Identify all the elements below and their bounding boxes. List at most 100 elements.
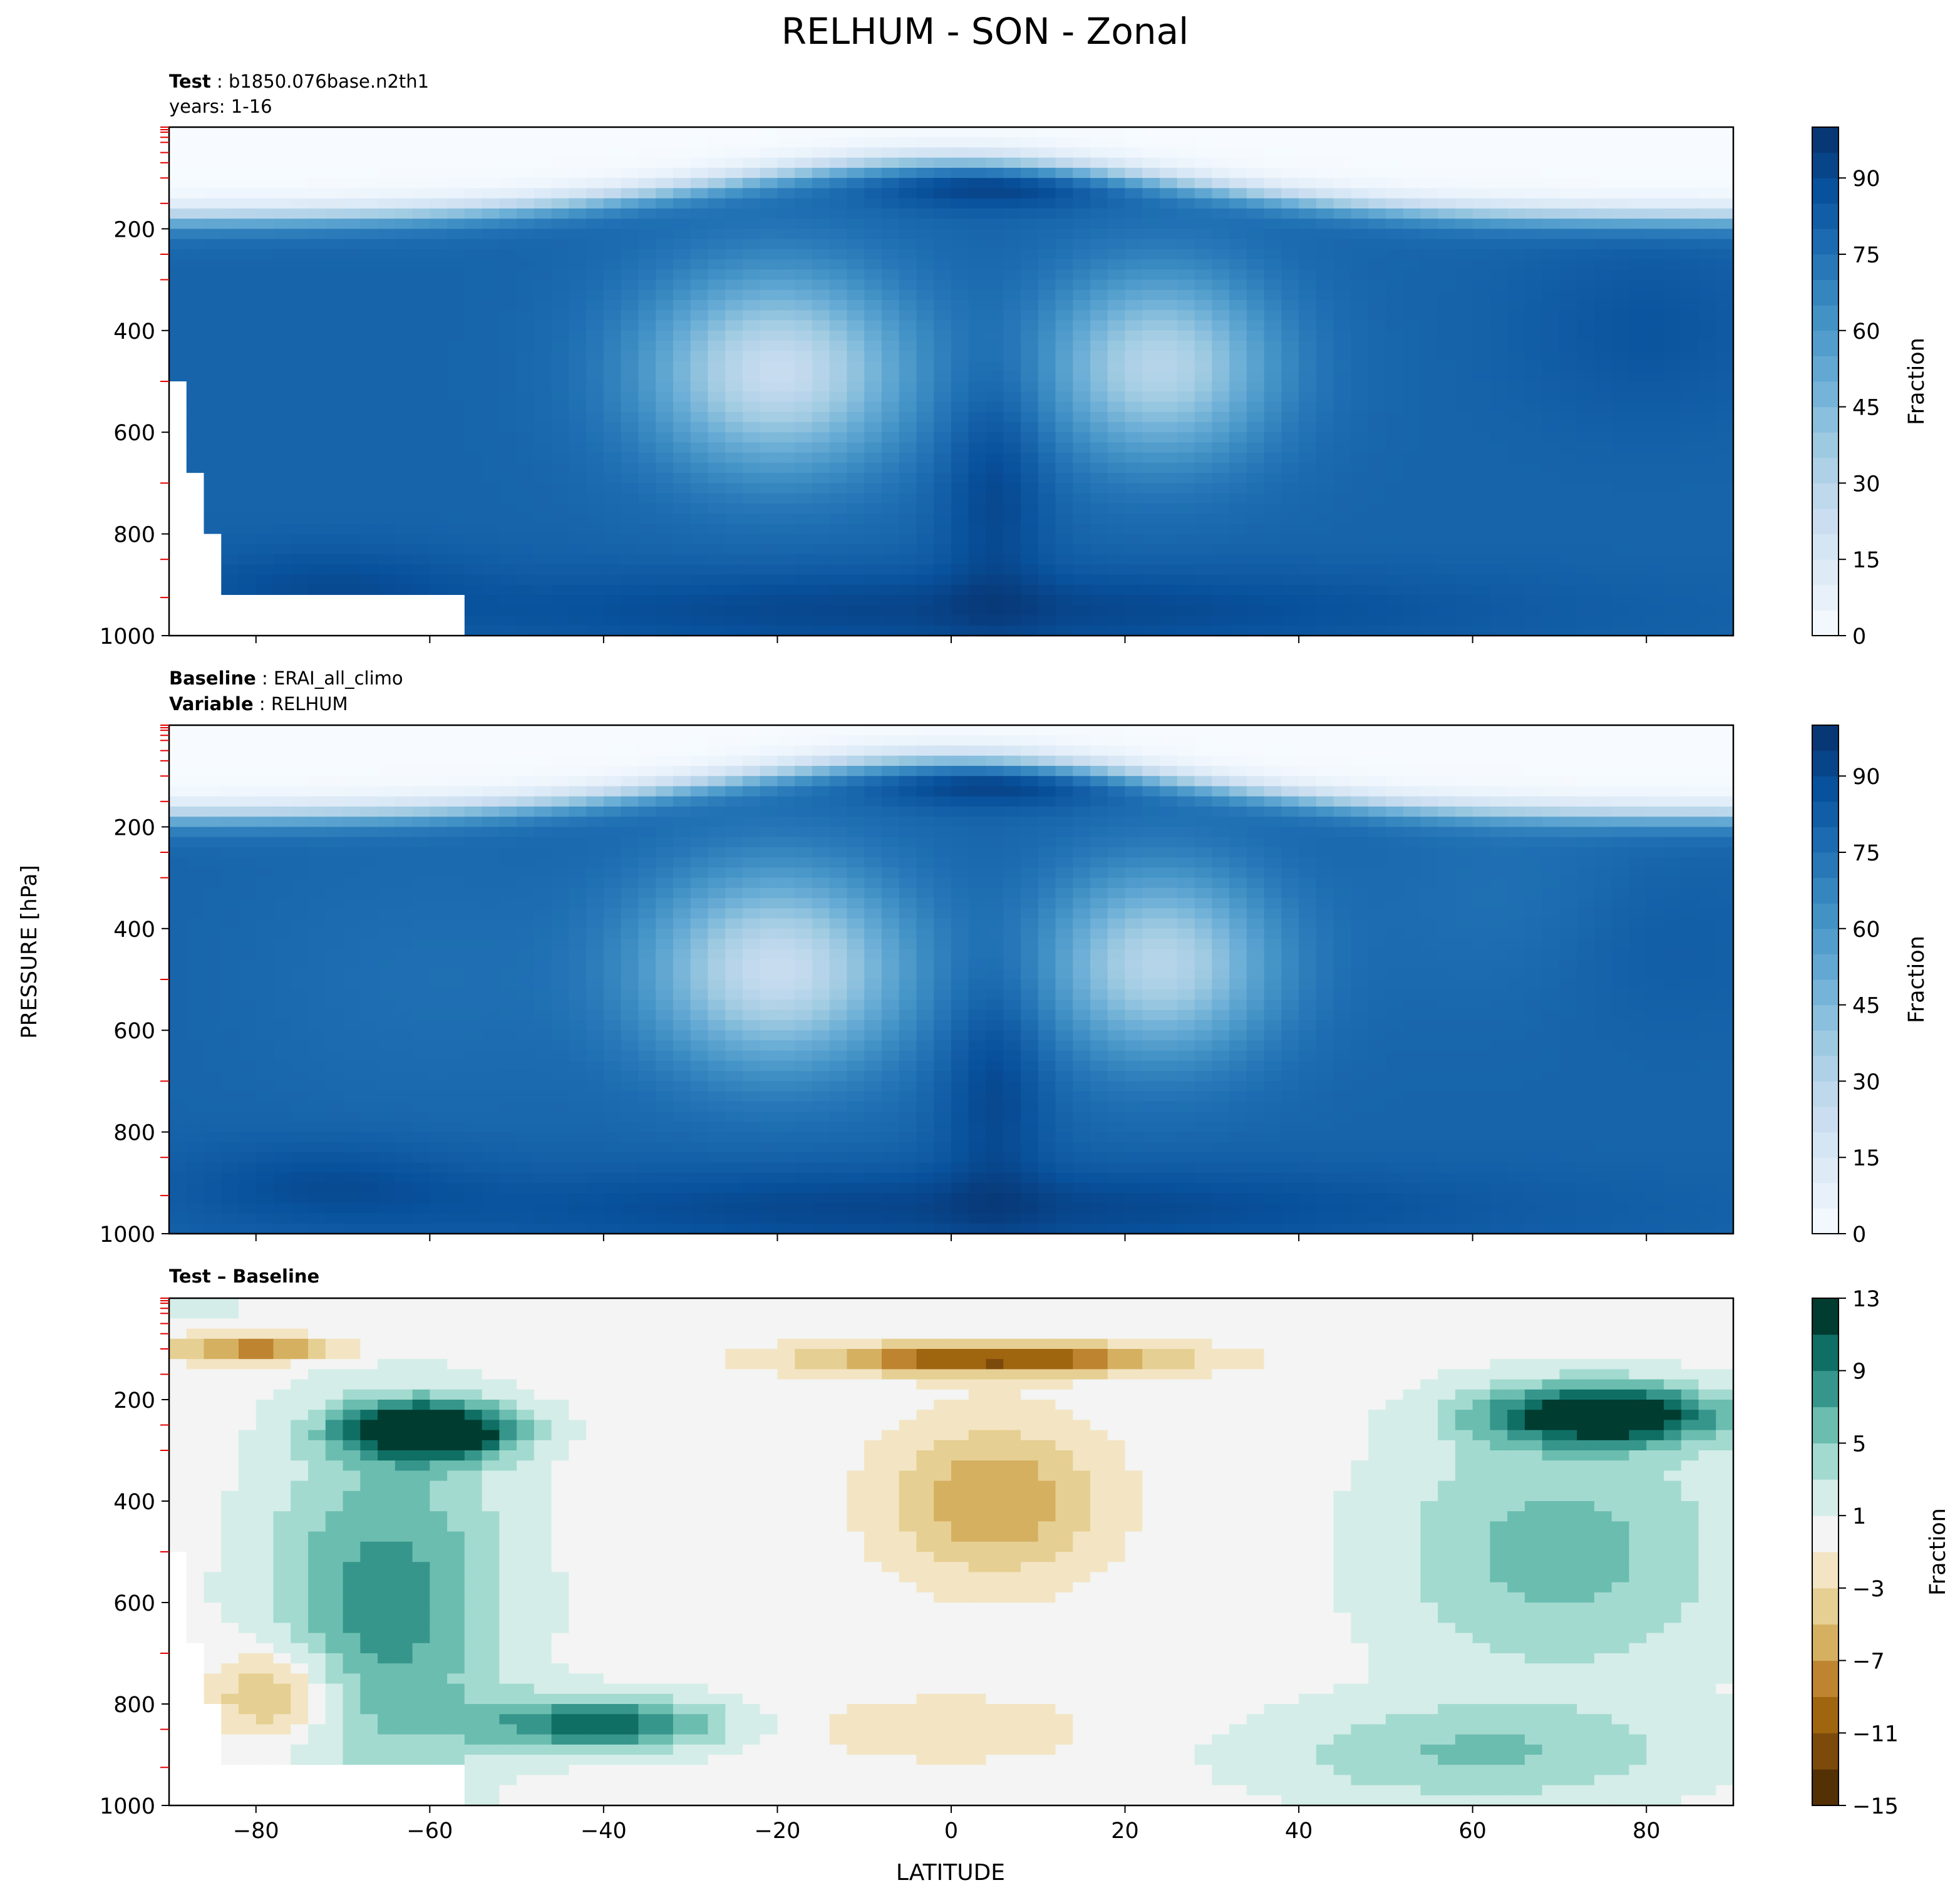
colorbar-segment xyxy=(1812,750,1839,777)
colorbar-tick-label: 0 xyxy=(1852,624,1866,649)
colorbar-tick-label: 5 xyxy=(1852,1432,1866,1457)
colorbar-frame xyxy=(1812,1298,1839,1806)
colorbar-segment xyxy=(1812,432,1839,458)
colorbar-segment xyxy=(1812,406,1839,433)
colorbar-segment xyxy=(1812,279,1839,306)
colorbar-segment xyxy=(1812,1407,1839,1443)
colorbar-segment xyxy=(1812,1552,1839,1589)
colorbar-difference: 13 9 5 1 −3 −7 −11 −15 Fraction xyxy=(1812,1287,1951,1819)
colorbar-label: Fraction xyxy=(1904,338,1929,425)
colorbar-segment xyxy=(1812,127,1839,153)
colorbar-segment xyxy=(1812,610,1839,636)
colorbar-tick-label: −11 xyxy=(1852,1722,1899,1747)
colorbar-segment xyxy=(1812,330,1839,356)
colorbar-segment xyxy=(1812,1769,1839,1806)
colorbar-segment xyxy=(1812,584,1839,611)
y-tick-label: 400 xyxy=(113,1490,155,1515)
x-axis-label: LATITUDE xyxy=(896,1860,1005,1886)
colorbar-segment xyxy=(1812,1030,1839,1056)
colorbar-segment xyxy=(1812,776,1839,802)
figure-title: RELHUM - SON - Zonal xyxy=(781,10,1189,53)
x-tick-label: 40 xyxy=(1285,1819,1313,1844)
colorbar-segment xyxy=(1812,229,1839,255)
colorbar-segment xyxy=(1812,1696,1839,1733)
panel-header-difference: Test – Baseline xyxy=(169,1266,319,1287)
colorbar-segment xyxy=(1812,928,1839,954)
colorbar-tick-label: 60 xyxy=(1852,917,1880,942)
colorbar-tick-label: 30 xyxy=(1852,472,1880,497)
colorbar-segment xyxy=(1812,203,1839,229)
contour-field-difference xyxy=(169,1298,1733,1805)
colorbar-frame xyxy=(1812,725,1839,1234)
colorbar-tick-label: −7 xyxy=(1852,1650,1885,1675)
colorbar-segment xyxy=(1812,1208,1839,1234)
colorbar-tick-label: −3 xyxy=(1852,1577,1885,1602)
colorbar-segment xyxy=(1812,903,1839,929)
colorbar-segment xyxy=(1812,254,1839,281)
colorbar-segment xyxy=(1812,725,1839,751)
colorbar-segment xyxy=(1812,457,1839,483)
y-tick-label: 200 xyxy=(113,1388,155,1413)
colorbar-segment xyxy=(1812,152,1839,178)
y-tick-label: 1000 xyxy=(100,1794,155,1819)
x-tick-label: 80 xyxy=(1632,1819,1661,1844)
y-tick-label: 800 xyxy=(113,523,155,548)
colorbar-tick-label: 15 xyxy=(1852,1146,1880,1171)
colorbar-tick-label: −15 xyxy=(1852,1794,1899,1819)
y-tick-label: 800 xyxy=(113,1121,155,1146)
y-tick-label: 1000 xyxy=(100,624,155,649)
colorbar-tick-label: 13 xyxy=(1852,1287,1880,1312)
x-tick-label: 20 xyxy=(1111,1819,1139,1844)
y-tick-label: 600 xyxy=(113,1019,155,1044)
colorbar-segment xyxy=(1812,1443,1839,1480)
colorbar-segment xyxy=(1812,483,1839,509)
colorbar-segment xyxy=(1812,1370,1839,1408)
panel-header-baseline: Variable : RELHUM xyxy=(169,693,348,715)
y-tick-label: 600 xyxy=(113,1591,155,1616)
colorbar-segment xyxy=(1812,801,1839,827)
colorbar-segment xyxy=(1812,1182,1839,1209)
y-tick-label: 1000 xyxy=(100,1222,155,1247)
colorbar-tick-label: 45 xyxy=(1852,396,1880,421)
colorbar-segment xyxy=(1812,852,1839,879)
colorbar-tick-label: 1 xyxy=(1852,1504,1866,1529)
panel-header-test: years: 1-16 xyxy=(169,96,272,117)
y-tick-label: 600 xyxy=(113,421,155,446)
colorbar-segment xyxy=(1812,827,1839,853)
y-tick-label: 800 xyxy=(113,1693,155,1718)
colorbar-tick-label: 90 xyxy=(1852,167,1880,192)
colorbar-segment xyxy=(1812,534,1839,560)
colorbar-segment xyxy=(1812,509,1839,535)
colorbar-label: Fraction xyxy=(1904,936,1929,1023)
x-tick-label: −60 xyxy=(406,1819,453,1844)
colorbar-segment xyxy=(1812,877,1839,904)
colorbar-frame xyxy=(1812,126,1839,636)
colorbar-segment xyxy=(1812,954,1839,980)
colorbar-baseline: 0 15 30 45 60 75 90 Fraction xyxy=(1812,725,1929,1247)
colorbar-tick-label: 9 xyxy=(1852,1360,1866,1385)
colorbar-segment xyxy=(1812,559,1839,586)
panel-header-baseline: Baseline : ERAI_all_climo xyxy=(169,668,403,689)
y-tick-label: 400 xyxy=(113,319,155,344)
colorbar-segment xyxy=(1812,1624,1839,1661)
colorbar-segment xyxy=(1812,305,1839,331)
colorbar-segment xyxy=(1812,1334,1839,1371)
x-tick-label: 60 xyxy=(1458,1819,1487,1844)
colorbar-segment xyxy=(1812,1132,1839,1158)
colorbar-segment xyxy=(1812,178,1839,204)
colorbar-segment xyxy=(1812,1004,1839,1031)
colorbar-segment xyxy=(1812,1733,1839,1770)
colorbar-test: 0 15 30 45 60 75 90 Fraction xyxy=(1812,126,1929,649)
colorbar-segment xyxy=(1812,1107,1839,1133)
y-tick-label: 200 xyxy=(113,815,155,840)
x-tick-label: −40 xyxy=(580,1819,627,1844)
colorbar-tick-label: 60 xyxy=(1852,319,1880,344)
colorbar-tick-label: 45 xyxy=(1852,994,1880,1019)
colorbar-tick-label: 0 xyxy=(1852,1222,1866,1247)
colorbar-segment xyxy=(1812,1515,1839,1552)
colorbar-tick-label: 15 xyxy=(1852,548,1880,573)
colorbar-tick-label: 75 xyxy=(1852,243,1880,268)
